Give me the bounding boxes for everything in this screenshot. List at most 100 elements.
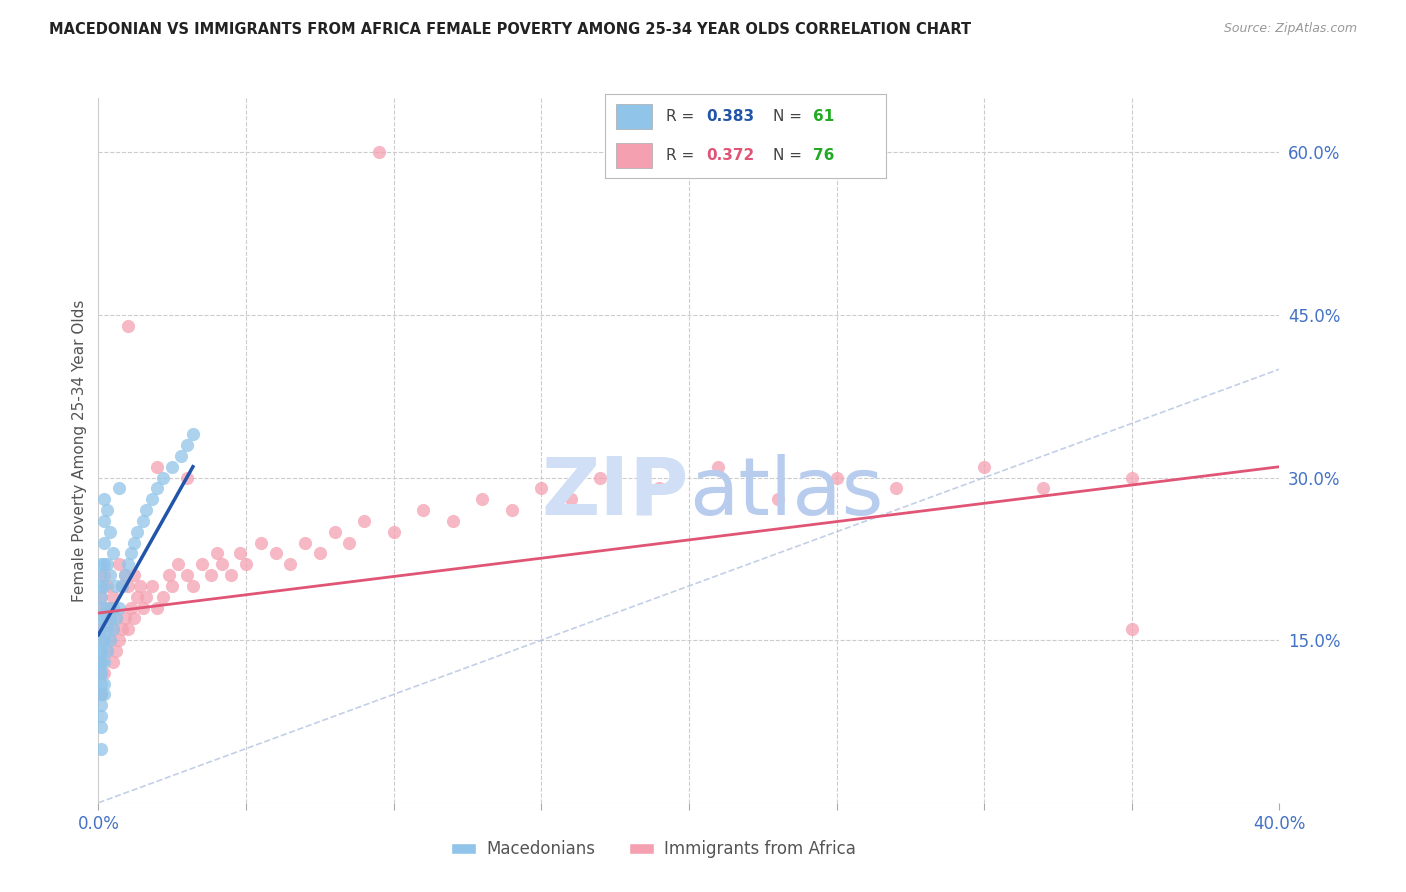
Text: atlas: atlas bbox=[689, 454, 883, 532]
Point bbox=[132, 600, 155, 615]
Point bbox=[162, 459, 183, 474]
Point bbox=[90, 655, 112, 669]
Point bbox=[96, 579, 118, 593]
Point bbox=[96, 503, 118, 517]
Point bbox=[90, 698, 112, 713]
FancyBboxPatch shape bbox=[616, 143, 652, 169]
Point bbox=[90, 611, 112, 625]
Point bbox=[90, 644, 112, 658]
Point bbox=[170, 449, 193, 463]
Point bbox=[108, 558, 131, 572]
Point bbox=[93, 633, 115, 648]
Point bbox=[146, 482, 169, 496]
Point bbox=[141, 492, 163, 507]
Point bbox=[221, 568, 243, 582]
Point bbox=[309, 546, 332, 560]
Point bbox=[250, 535, 273, 549]
Text: 76: 76 bbox=[813, 148, 834, 163]
Point bbox=[108, 482, 131, 496]
Point bbox=[707, 459, 730, 474]
Point bbox=[98, 568, 121, 582]
Point bbox=[117, 318, 139, 333]
Point bbox=[111, 579, 134, 593]
Point bbox=[1121, 623, 1143, 637]
Point bbox=[181, 579, 204, 593]
Point bbox=[105, 611, 128, 625]
Point bbox=[90, 623, 112, 637]
Text: R =: R = bbox=[666, 148, 700, 163]
Point bbox=[176, 568, 198, 582]
Point bbox=[90, 568, 112, 582]
Point bbox=[589, 470, 612, 484]
Point bbox=[105, 644, 128, 658]
Point bbox=[90, 590, 112, 604]
Point bbox=[884, 482, 907, 496]
Point bbox=[90, 687, 112, 701]
Point bbox=[120, 546, 142, 560]
Point bbox=[93, 535, 115, 549]
Point bbox=[339, 535, 361, 549]
Point bbox=[648, 482, 671, 496]
Text: N =: N = bbox=[773, 148, 807, 163]
Point bbox=[235, 558, 257, 572]
Point bbox=[323, 524, 346, 539]
Point bbox=[280, 558, 302, 572]
Text: 61: 61 bbox=[813, 109, 834, 124]
Point bbox=[93, 633, 115, 648]
Point bbox=[114, 611, 136, 625]
Point bbox=[90, 720, 112, 734]
Point bbox=[200, 568, 222, 582]
Point bbox=[105, 579, 128, 593]
Point bbox=[90, 590, 112, 604]
Point bbox=[98, 633, 121, 648]
Point bbox=[135, 590, 157, 604]
Point bbox=[111, 579, 134, 593]
Point bbox=[146, 459, 169, 474]
Point bbox=[412, 503, 434, 517]
Point bbox=[93, 600, 115, 615]
Point bbox=[103, 546, 125, 560]
Point bbox=[117, 558, 139, 572]
Point bbox=[96, 600, 118, 615]
Point bbox=[530, 482, 553, 496]
Point bbox=[93, 514, 115, 528]
Point bbox=[114, 568, 136, 582]
Point bbox=[105, 611, 128, 625]
Legend: Macedonians, Immigrants from Africa: Macedonians, Immigrants from Africa bbox=[444, 834, 862, 865]
Point bbox=[96, 623, 118, 637]
Point bbox=[93, 655, 115, 669]
Point bbox=[103, 590, 125, 604]
Text: N =: N = bbox=[773, 109, 807, 124]
Text: 0.383: 0.383 bbox=[706, 109, 754, 124]
Point bbox=[353, 514, 375, 528]
Point bbox=[98, 600, 121, 615]
Point bbox=[973, 459, 995, 474]
Point bbox=[93, 568, 115, 582]
Point bbox=[135, 503, 157, 517]
Text: R =: R = bbox=[666, 109, 700, 124]
Point bbox=[103, 655, 125, 669]
Point bbox=[117, 579, 139, 593]
Point bbox=[108, 600, 131, 615]
Text: Source: ZipAtlas.com: Source: ZipAtlas.com bbox=[1223, 22, 1357, 36]
Point bbox=[96, 644, 118, 658]
Point bbox=[1032, 482, 1054, 496]
Point bbox=[229, 546, 252, 560]
Point bbox=[471, 492, 494, 507]
Point bbox=[90, 665, 112, 680]
Point bbox=[96, 644, 118, 658]
Point bbox=[157, 568, 180, 582]
Point bbox=[766, 492, 789, 507]
Point bbox=[141, 579, 163, 593]
Point bbox=[152, 470, 174, 484]
Point bbox=[128, 579, 150, 593]
Point bbox=[90, 741, 112, 756]
Point bbox=[501, 503, 523, 517]
Point bbox=[98, 633, 121, 648]
Point bbox=[93, 611, 115, 625]
Point bbox=[146, 600, 169, 615]
Point bbox=[90, 665, 112, 680]
Point bbox=[117, 623, 139, 637]
Point bbox=[98, 524, 121, 539]
Point bbox=[205, 546, 228, 560]
